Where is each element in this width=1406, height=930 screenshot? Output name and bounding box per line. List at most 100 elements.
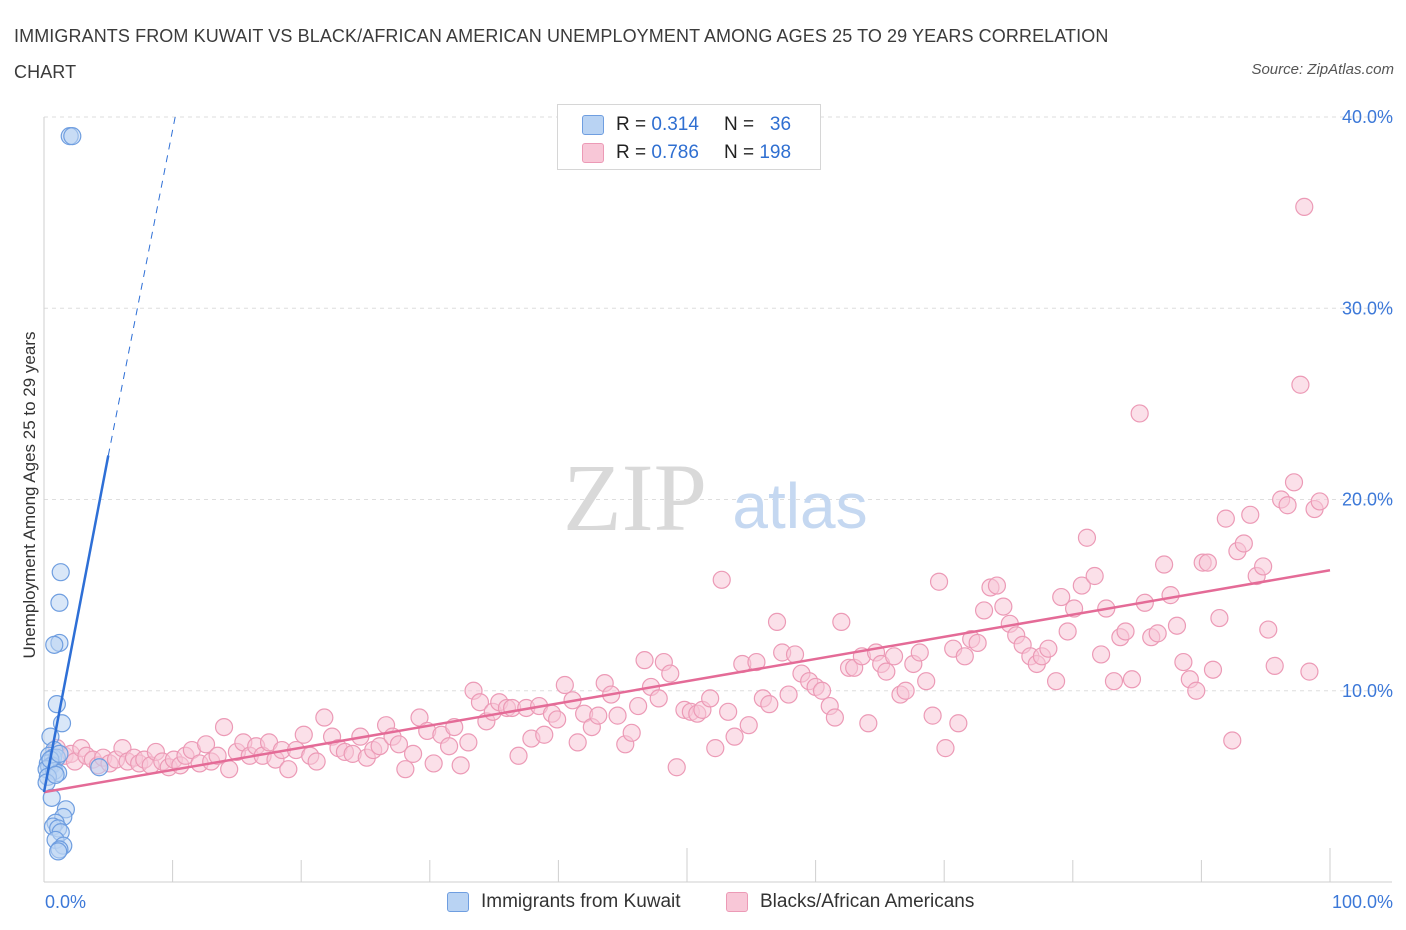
- pink-point: [1295, 197, 1314, 216]
- pink-point: [929, 572, 949, 591]
- blue-trend-line: [42, 455, 110, 793]
- r-value: 0.786: [651, 142, 699, 163]
- pink-point: [1046, 672, 1066, 691]
- pink-point: [396, 760, 415, 779]
- pink-point: [307, 752, 326, 771]
- pink-point: [1300, 662, 1319, 681]
- pink-point: [279, 760, 298, 779]
- pink-point: [459, 733, 478, 752]
- blue-point: [50, 593, 69, 612]
- r-value: 0.314: [651, 114, 699, 135]
- pink-point: [1223, 731, 1242, 750]
- blue-swatch: [582, 115, 604, 135]
- pink-point: [832, 612, 851, 632]
- pink-point: [1254, 557, 1273, 576]
- watermark-zip: ZIP: [563, 444, 707, 551]
- pink-point: [294, 725, 313, 744]
- pink-point: [589, 706, 608, 725]
- pink-point: [1052, 587, 1071, 607]
- pink-point: [548, 710, 567, 729]
- legend-row-kuwait: R = 0.314 N = 36: [582, 113, 791, 137]
- blue-point: [63, 127, 82, 146]
- pink-point: [661, 664, 680, 683]
- pink-point: [389, 735, 409, 754]
- pink-point: [220, 760, 239, 779]
- pink-point: [994, 597, 1013, 616]
- trend-lines: [42, 116, 1331, 794]
- pink-point: [974, 601, 994, 620]
- pink-point: [1241, 505, 1260, 524]
- pink-point: [1085, 566, 1104, 586]
- pink-point: [1039, 639, 1058, 658]
- pink-point: [1310, 492, 1329, 511]
- pink-point: [1259, 620, 1278, 639]
- pink-point: [1187, 681, 1206, 700]
- pink-point: [451, 756, 470, 775]
- pink-point: [622, 723, 641, 742]
- legend-item-black[interactable]: Blacks/African Americans: [726, 889, 974, 915]
- blue-point: [45, 635, 64, 654]
- pink-point: [1077, 528, 1097, 547]
- blue-point: [42, 788, 61, 807]
- pink-point: [949, 714, 968, 733]
- pink-point: [1167, 616, 1187, 635]
- pink-point: [208, 746, 227, 765]
- y-tick-label: 40.0%: [1342, 107, 1393, 127]
- pink-point: [1072, 576, 1091, 595]
- pink-point: [424, 754, 443, 773]
- pink-point: [649, 689, 668, 708]
- blue-swatch: [447, 892, 469, 912]
- tick-labels: 10.0% 20.0% 30.0% 40.0% 0.0% 100.0%: [45, 107, 1393, 912]
- n-value: 36: [769, 114, 792, 135]
- y-tick-label: 30.0%: [1342, 298, 1393, 318]
- pink-point: [1198, 553, 1217, 572]
- pink-point: [1284, 473, 1304, 492]
- pink-point: [1104, 672, 1124, 691]
- r-label: R =: [616, 114, 647, 135]
- pink-point: [779, 685, 798, 704]
- blue-series-points: [37, 127, 109, 861]
- pink-point: [910, 643, 929, 662]
- pink-point: [608, 706, 627, 725]
- pink-point: [767, 612, 787, 632]
- pink-point: [884, 647, 904, 666]
- n-label: N =: [723, 114, 755, 135]
- pink-point: [509, 746, 528, 765]
- pink-point: [712, 570, 731, 589]
- pink-point: [1058, 622, 1077, 641]
- zipatlas-watermark: ZIP atlas: [563, 444, 868, 551]
- pink-point: [555, 675, 574, 695]
- legend-item-kuwait[interactable]: Immigrants from Kuwait: [447, 889, 681, 915]
- pink-point: [370, 737, 389, 756]
- pink-point: [1130, 404, 1149, 423]
- pink-point: [1148, 624, 1167, 643]
- pink-point: [1210, 608, 1229, 628]
- pink-point: [825, 708, 844, 727]
- legend-row-black: R = 0.786 N = 198: [582, 141, 791, 165]
- pink-point: [439, 737, 459, 756]
- pink-point: [1174, 652, 1193, 672]
- pink-point: [719, 702, 738, 721]
- pink-point: [1278, 496, 1297, 515]
- pink-point: [812, 681, 832, 700]
- pink-point: [936, 739, 955, 758]
- pink-point: [535, 725, 554, 744]
- pink-point: [1091, 645, 1111, 664]
- pink-point: [315, 708, 334, 727]
- pink-point: [706, 739, 725, 758]
- blue-trend-extension: [107, 116, 176, 456]
- n-value: 198: [759, 142, 792, 163]
- pink-point: [1265, 656, 1284, 675]
- pink-point: [1116, 622, 1135, 641]
- correlation-legend: R = 0.314 N = 36 R = 0.786 N = 198: [557, 104, 821, 170]
- pink-point: [859, 714, 878, 733]
- blue-point: [49, 842, 68, 861]
- r-label: R =: [616, 142, 647, 163]
- pink-point: [877, 662, 896, 681]
- pink-point: [739, 716, 758, 735]
- y-tick-label: 10.0%: [1342, 681, 1393, 701]
- pink-trend-line: [43, 569, 1331, 794]
- pink-point: [955, 647, 974, 666]
- pink-point: [1234, 534, 1253, 553]
